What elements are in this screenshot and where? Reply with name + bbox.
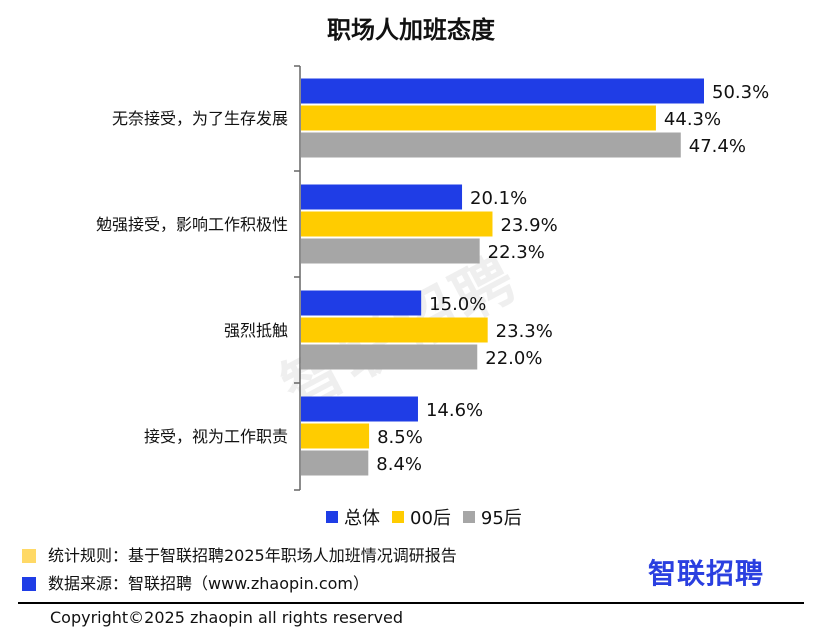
zhaopin-logo: 智联招聘 [648,557,765,590]
note-source-text: 数据来源：智联招聘（www.zhaopin.com） [48,574,370,593]
bar [301,344,478,370]
bar [301,290,422,316]
data-label: 8.5% [377,427,423,448]
note-source: 数据来源：智联招聘（www.zhaopin.com） [22,570,457,598]
legend-label-overall: 总体 [344,508,380,529]
data-label: 15.0% [429,294,486,315]
bar-chart: 无奈接受，为了生存发展 50.3% 44.3% 47.4% 勉强接受，影响工作积极性 20… [96,65,769,491]
data-label: 23.9% [500,215,557,236]
data-label: 47.4% [689,136,746,157]
bar [301,396,418,422]
data-label: 50.3% [712,82,769,103]
legend-item-overall: 总体 [326,504,380,530]
data-label: 14.6% [426,400,483,421]
note-rule-swatch [22,549,36,563]
data-label: 20.1% [470,188,527,209]
notes: 统计规则：基于智联招聘2025年职场人加班情况调研报告 数据来源：智联招聘（ww… [22,542,457,598]
copyright-text: Copyright©2025 zhaopin all rights reserv… [50,608,404,627]
data-label: 8.4% [376,454,422,475]
bar [301,184,463,210]
bar [301,132,681,158]
note-source-swatch [22,577,36,591]
chart-title: 职场人加班态度 [327,16,495,44]
footer-divider [18,602,804,604]
legend-swatch-overall [326,511,338,523]
legend-label-00s: 00后 [410,508,451,529]
data-label: 23.3% [496,321,553,342]
bar [301,211,493,237]
bar [301,450,369,476]
category-label: 勉强接受，影响工作积极性 [96,215,288,234]
legend-item-95s: 95后 [462,504,522,530]
data-label: 22.3% [488,242,545,263]
bar [301,78,704,104]
note-rule-text: 统计规则：基于智联招聘2025年职场人加班情况调研报告 [48,546,457,565]
category-label: 无奈接受，为了生存发展 [112,109,288,128]
legend: 总体 00后 95后 [326,504,522,530]
data-label: 44.3% [664,109,721,130]
bar [301,423,370,449]
note-rule: 统计规则：基于智联招聘2025年职场人加班情况调研报告 [22,542,457,570]
bar [301,238,480,264]
data-label: 22.0% [485,348,542,369]
legend-label-95s: 95后 [480,508,522,529]
category-label: 接受，视为工作职责 [144,427,288,446]
bar [301,105,656,131]
legend-swatch-95s [462,511,475,523]
bar [301,317,488,343]
legend-swatch-00s [392,511,404,523]
category-label: 强烈抵触 [224,321,288,340]
legend-item-00s: 00后 [392,504,451,530]
